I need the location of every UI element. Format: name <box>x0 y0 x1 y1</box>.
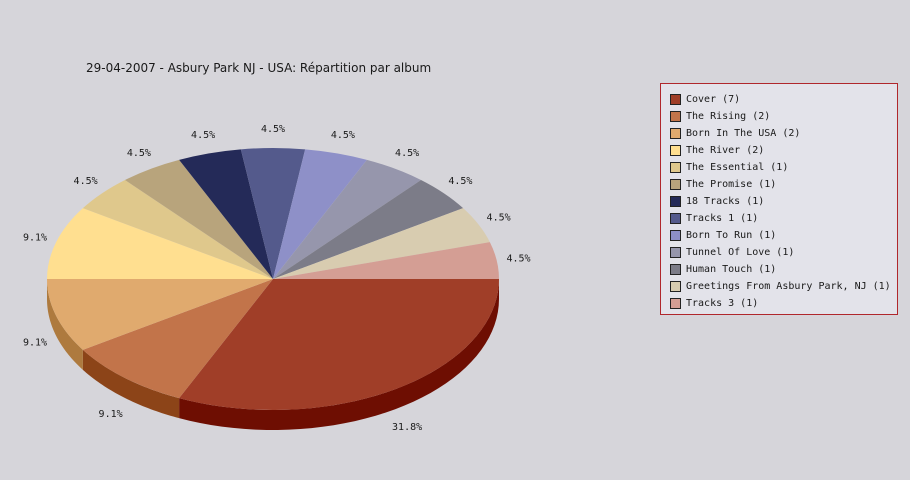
legend-item: Greetings From Asbury Park, NJ (1) <box>661 278 897 295</box>
pie-pct-label-9: 4.5% <box>395 148 419 159</box>
legend-swatch <box>670 179 681 190</box>
legend-label: Born To Run (1) <box>686 230 777 241</box>
pie-slice-10[interactable] <box>273 180 464 279</box>
pie-slice-1[interactable] <box>82 279 273 399</box>
legend-label: The Rising (2) <box>686 111 771 122</box>
pie-slice-4[interactable] <box>82 180 273 279</box>
legend-swatch <box>670 298 681 309</box>
pie-labels: 31.8% 9.1% 9.1% 9.1% 4.5% 4.5% 4.5% 4.5% 4.5% 4.5… <box>23 124 531 433</box>
pie-slice-11[interactable] <box>273 208 490 279</box>
pie-pct-label-4: 4.5% <box>74 176 98 187</box>
legend-swatch <box>670 94 681 105</box>
legend-item: Born To Run (1) <box>661 227 897 244</box>
legend-label: 18 Tracks (1) <box>686 196 765 207</box>
pie-slice-9[interactable] <box>273 159 421 279</box>
legend-item: Human Touch (1) <box>661 261 897 278</box>
legend-item: 18 Tracks (1) <box>661 193 897 210</box>
pie-pct-label-7: 4.5% <box>261 124 285 135</box>
chart-title: 29-04-2007 - Asbury Park NJ - USA: Répar… <box>86 61 432 75</box>
pie-pct-label-8: 4.5% <box>331 130 355 141</box>
legend-item: The Promise (1) <box>661 176 897 193</box>
legend-label: The Essential (1) <box>686 162 789 173</box>
legend-item: Tracks 1 (1) <box>661 210 897 227</box>
pie-slice-3[interactable] <box>47 208 273 279</box>
pie-slice-7[interactable] <box>240 147 306 279</box>
legend-label: Human Touch (1) <box>686 264 777 275</box>
legend-label: Cover (7) <box>686 94 741 105</box>
pie-tops <box>47 147 499 410</box>
pie-side-2 <box>47 279 83 370</box>
pie-pct-label-3: 9.1% <box>23 233 47 244</box>
legend-label: Tracks 3 (1) <box>686 298 759 309</box>
legend: Cover (7) The Rising (2) Born In The USA (… <box>660 83 898 315</box>
pie-side-0 <box>179 279 499 430</box>
legend-item: Cover (7) <box>661 91 897 108</box>
pie-pct-label-0: 31.8% <box>392 422 422 433</box>
pie-slice-8[interactable] <box>273 149 367 279</box>
pie-sides <box>47 279 499 430</box>
legend-item: Born In The USA (2) <box>661 125 897 142</box>
legend-item: Tunnel Of Love (1) <box>661 244 897 261</box>
legend-label: The River (2) <box>686 145 765 156</box>
legend-swatch <box>670 145 681 156</box>
legend-swatch <box>670 281 681 292</box>
legend-swatch <box>670 264 681 275</box>
legend-swatch <box>670 230 681 241</box>
pie-slice-12[interactable] <box>273 242 499 279</box>
pie-pct-label-1: 9.1% <box>99 409 123 420</box>
pie-pct-label-6: 4.5% <box>191 130 215 141</box>
legend-item: The Essential (1) <box>661 159 897 176</box>
legend-label: Tunnel Of Love (1) <box>686 247 795 258</box>
legend-label: Born In The USA (2) <box>686 128 801 139</box>
legend-label: The Promise (1) <box>686 179 777 190</box>
pie-slice-6[interactable] <box>179 149 273 279</box>
pie-pct-label-10: 4.5% <box>448 176 472 187</box>
pie-slice-0[interactable] <box>179 279 499 410</box>
legend-swatch <box>670 213 681 224</box>
legend-label: Tracks 1 (1) <box>686 213 759 224</box>
legend-swatch <box>670 111 681 122</box>
pie-pct-label-2: 9.1% <box>23 338 47 349</box>
legend-swatch <box>670 247 681 258</box>
legend-swatch <box>670 128 681 139</box>
pie-slice-2[interactable] <box>47 279 273 350</box>
pie-slice-5[interactable] <box>125 159 273 279</box>
legend-swatch <box>670 196 681 207</box>
legend-label: Greetings From Asbury Park, NJ (1) <box>686 281 891 292</box>
legend-item: Tracks 3 (1) <box>661 295 897 312</box>
pie-side-1 <box>82 349 180 419</box>
pie-pct-label-12: 4.5% <box>506 254 530 265</box>
pie-pct-label-5: 4.5% <box>127 148 151 159</box>
pie-pct-label-11: 4.5% <box>487 212 511 223</box>
legend-item: The River (2) <box>661 142 897 159</box>
legend-swatch <box>670 162 681 173</box>
legend-item: The Rising (2) <box>661 108 897 125</box>
